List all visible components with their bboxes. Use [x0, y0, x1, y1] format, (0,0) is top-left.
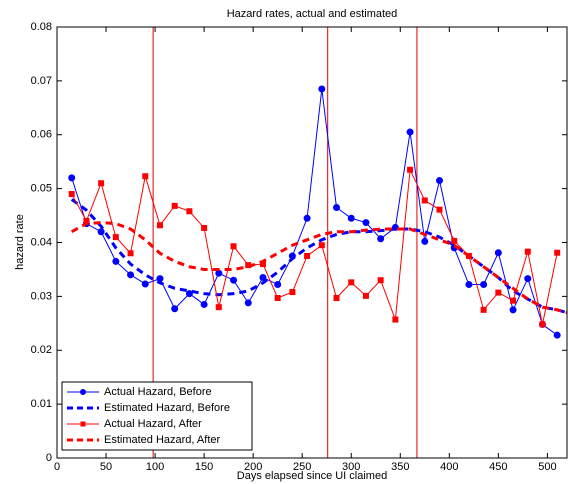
point [303, 214, 311, 222]
point [465, 281, 473, 289]
point [230, 276, 238, 284]
y-tick-label: 0.04 [31, 236, 52, 248]
point [98, 180, 105, 187]
point [348, 279, 355, 286]
x-tick-label: 150 [195, 461, 213, 473]
point [230, 243, 237, 250]
point [495, 289, 502, 296]
x-tick-label: 500 [538, 461, 556, 473]
x-tick-label: 0 [54, 461, 60, 473]
legend-label: Estimated Hazard, Before [104, 402, 230, 414]
point [333, 294, 340, 301]
series-line [71, 167, 558, 325]
point [377, 235, 385, 243]
point [524, 248, 531, 255]
point [142, 173, 149, 180]
point [347, 214, 355, 222]
x-tick-label: 100 [146, 461, 164, 473]
y-tick-label: 0.08 [31, 21, 52, 33]
legend-label: Estimated Hazard, After [104, 434, 220, 446]
point [406, 128, 414, 136]
point [362, 292, 369, 299]
point [186, 208, 193, 215]
point [421, 197, 428, 204]
point [215, 269, 223, 277]
y-tick-label: 0.01 [31, 398, 52, 410]
point [215, 304, 222, 311]
y-tick-label: 0.06 [31, 129, 52, 141]
point [510, 297, 517, 304]
x-axis-label: Days elapsed since UI claimed [237, 470, 387, 482]
point [377, 277, 384, 284]
point [554, 249, 561, 256]
point [494, 249, 502, 257]
point [156, 222, 163, 229]
point [274, 294, 281, 301]
point [392, 316, 399, 323]
legend-marker [80, 421, 86, 427]
point [200, 300, 208, 308]
legend-marker [80, 389, 86, 395]
legend-box [61, 381, 253, 451]
y-tick-label: 0.05 [31, 183, 52, 195]
point [451, 237, 458, 244]
point [68, 191, 75, 198]
y-tick-label: 0 [46, 452, 52, 464]
point [480, 281, 488, 289]
point [289, 289, 296, 296]
y-tick-label: 0.03 [31, 290, 52, 302]
point [185, 290, 193, 298]
x-tick-label: 50 [100, 461, 112, 473]
point [68, 174, 76, 182]
point [201, 224, 208, 231]
point [539, 321, 546, 328]
point [318, 242, 325, 249]
point [141, 280, 149, 288]
legend-label: Actual Hazard, After [104, 418, 202, 430]
point [127, 250, 134, 257]
legend-label: Actual Hazard, Before [104, 386, 212, 398]
chart-title: Hazard rates, actual and estimated [227, 8, 398, 20]
point [524, 275, 532, 283]
point [171, 305, 179, 313]
series-line [70, 221, 567, 314]
point [244, 299, 252, 307]
point [304, 252, 311, 259]
point [480, 306, 487, 313]
point [171, 202, 178, 209]
point [112, 234, 119, 241]
point [112, 257, 120, 265]
series-line [71, 88, 558, 336]
point [407, 166, 414, 173]
point [97, 228, 105, 236]
x-tick-label: 350 [391, 461, 409, 473]
x-tick-label: 250 [293, 461, 311, 473]
point [274, 281, 282, 289]
series-line [70, 198, 567, 314]
point [553, 331, 561, 339]
x-tick-label: 450 [489, 461, 507, 473]
point [259, 274, 267, 282]
y-tick-label: 0.07 [31, 75, 52, 87]
x-tick-label: 400 [440, 461, 458, 473]
x-tick-label: 300 [342, 461, 360, 473]
x-tick-label: 200 [244, 461, 262, 473]
point [509, 306, 517, 314]
plot-frame [56, 26, 568, 459]
point [333, 203, 341, 211]
point [127, 271, 135, 279]
y-tick-label: 0.02 [31, 344, 52, 356]
point [436, 177, 443, 185]
y-axis-label: hazard rate [14, 214, 26, 270]
point [421, 237, 429, 245]
point [318, 85, 326, 93]
point [362, 219, 370, 227]
point [436, 206, 443, 213]
